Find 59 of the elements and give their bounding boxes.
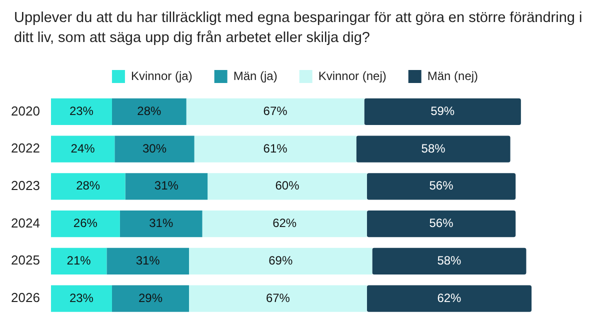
bar: [120, 210, 202, 238]
data-label: 67%: [263, 104, 288, 118]
y-tick-label: 2025: [11, 252, 40, 268]
bar: [202, 210, 367, 238]
y-tick-label: 2020: [11, 103, 40, 118]
data-label: 62%: [272, 216, 297, 230]
data-label: 23%: [69, 290, 94, 305]
data-label: 56%: [429, 216, 454, 230]
y-tick-label: 2022: [11, 140, 40, 156]
data-label: 28%: [137, 104, 162, 118]
data-label: 58%: [421, 141, 446, 156]
data-label: 31%: [154, 178, 179, 193]
legend-label: Kvinnor (ja): [130, 68, 192, 83]
bar: [356, 136, 510, 162]
bar: [208, 173, 367, 200]
bar: [189, 248, 372, 274]
data-label: 31%: [149, 216, 174, 230]
bar: [50, 285, 112, 312]
legend-label: Män (ja): [233, 68, 278, 83]
bar: [50, 248, 107, 274]
bar: [112, 285, 189, 312]
data-label: 31%: [136, 253, 160, 268]
bar: [366, 173, 516, 200]
data-label: 28%: [76, 178, 100, 193]
bar: [372, 248, 526, 274]
bar: [186, 98, 364, 125]
bar: [50, 136, 115, 162]
bar: [366, 210, 516, 238]
bar: [50, 173, 126, 200]
data-label: 58%: [437, 253, 462, 268]
bar: [50, 98, 112, 125]
data-label: 29%: [138, 290, 163, 305]
bar: [364, 98, 521, 125]
y-tick-label: 2026: [11, 290, 40, 306]
data-label: 60%: [275, 178, 300, 193]
bar: [50, 210, 120, 238]
data-label: 56%: [429, 178, 454, 193]
data-label: 69%: [268, 253, 293, 268]
bar: [125, 173, 208, 200]
data-label: 59%: [430, 104, 455, 118]
data-label: 26%: [73, 216, 98, 230]
data-label: 67%: [266, 290, 290, 305]
legend-label: Män (nej): [427, 68, 478, 83]
bar: [106, 248, 189, 274]
data-label: 61%: [263, 141, 288, 156]
legend-label: Kvinnor (nej): [318, 68, 386, 83]
data-label: 30%: [142, 141, 167, 156]
chart-title: Upplever du att du har tillräckligt med egna besparingar för att göra en större förändring i ditt liv, som att säga upp dig från arbetet eller skilja dig?: [13, 9, 584, 48]
bar: [189, 285, 367, 312]
data-label: 62%: [437, 290, 462, 305]
bar: [112, 98, 186, 125]
bar: [366, 285, 532, 312]
data-label: 21%: [66, 253, 92, 268]
data-label: 24%: [70, 141, 96, 156]
bar: [114, 136, 194, 162]
y-tick-label: 2024: [11, 215, 40, 230]
bar: [194, 136, 356, 162]
y-tick-label: 2023: [11, 178, 40, 193]
data-label: 23%: [69, 104, 94, 118]
